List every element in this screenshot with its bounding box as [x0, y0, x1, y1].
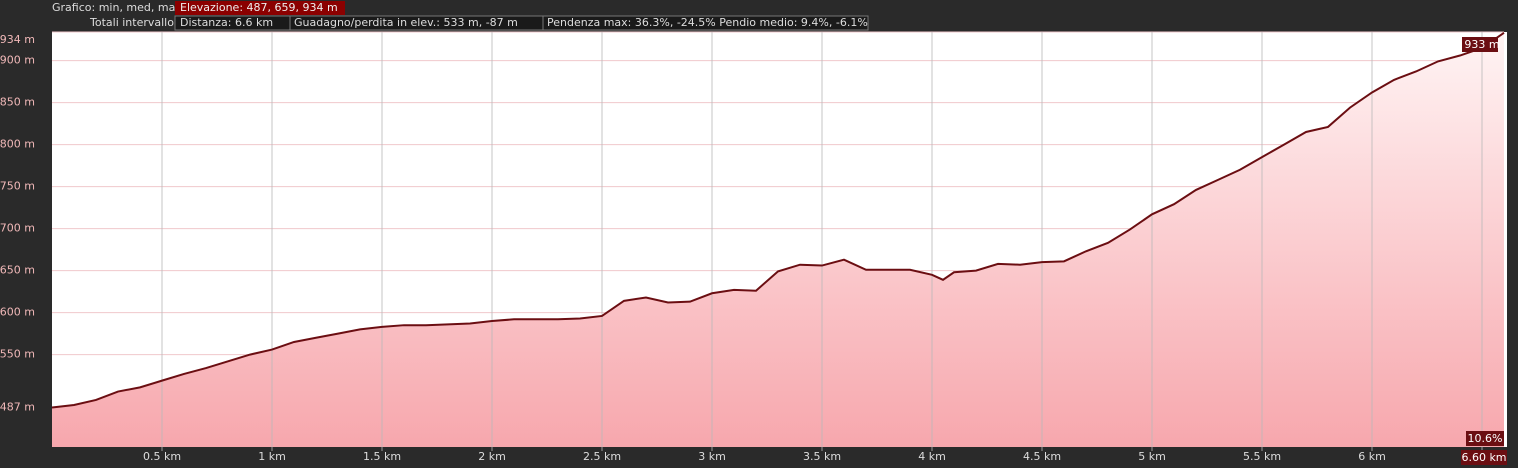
end-slope: 10.6%	[1468, 432, 1503, 445]
y-tick-label: 750 m	[0, 180, 35, 193]
label-box	[1462, 37, 1498, 52]
x-tick-label: 2.5 km	[583, 450, 621, 463]
y-tick-label: 700 m	[0, 222, 35, 235]
header-label: Totali intervallo:	[89, 16, 178, 29]
y-tick-label: 934 m	[0, 33, 35, 46]
y-tick-label: 487 m	[0, 401, 35, 414]
label-box	[1466, 431, 1504, 446]
end-elevation: 933 m	[1464, 38, 1499, 51]
x-tick-label: 6 km	[1358, 450, 1386, 463]
y-tick-label: 850 m	[0, 96, 35, 109]
x-tick-label: 5 km	[1138, 450, 1166, 463]
x-tick-label: 1.5 km	[363, 450, 401, 463]
header-label: Grafico: min, med, max	[52, 1, 182, 14]
line	[51, 32, 1505, 409]
x-tick-label: 3.5 km	[803, 450, 841, 463]
header-box	[175, 1, 345, 15]
header-slope: Pendenza max: 36.3%, -24.5% Pendio medio…	[547, 16, 868, 29]
end-distance: 6.60 km	[1461, 451, 1506, 464]
x-tick-label: 2 km	[478, 450, 506, 463]
header-box	[542, 15, 869, 31]
label-box	[1461, 450, 1507, 465]
x-tick-label: 1 km	[258, 450, 286, 463]
y-tick-label: 800 m	[0, 138, 35, 151]
header-distance: Distanza: 6.6 km	[180, 16, 273, 29]
x-tick-label: 0.5 km	[143, 450, 181, 463]
header-elevation: Elevazione: 487, 659, 934 m	[180, 1, 338, 14]
x-tick-label: 4 km	[918, 450, 946, 463]
y-tick-label: 650 m	[0, 264, 35, 277]
y-tick-label: 550 m	[0, 348, 35, 361]
y-tick-label: 600 m	[0, 306, 35, 319]
x-tick-label: 3 km	[698, 450, 726, 463]
x-tick-label: 4.5 km	[1023, 450, 1061, 463]
x-tick-label: 5.5 km	[1243, 450, 1281, 463]
y-tick-label: 900 m	[0, 54, 35, 67]
area-fill	[52, 32, 1504, 447]
header-gain: Guadagno/perdita in elev.: 533 m, -87 m	[294, 16, 518, 29]
